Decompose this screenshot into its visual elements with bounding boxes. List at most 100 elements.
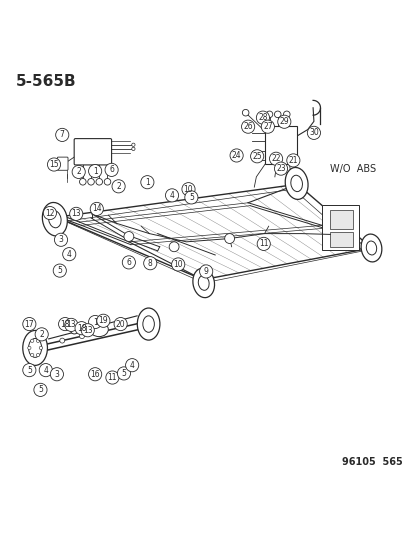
Circle shape bbox=[250, 150, 263, 163]
Circle shape bbox=[123, 231, 133, 241]
Text: 14: 14 bbox=[92, 205, 101, 213]
Circle shape bbox=[62, 248, 76, 261]
Circle shape bbox=[53, 264, 66, 277]
Circle shape bbox=[79, 334, 84, 338]
Ellipse shape bbox=[137, 308, 159, 340]
Circle shape bbox=[69, 207, 83, 221]
Text: 13: 13 bbox=[83, 326, 93, 335]
Text: 5: 5 bbox=[188, 193, 193, 202]
Text: 2: 2 bbox=[39, 330, 44, 339]
Circle shape bbox=[43, 206, 56, 220]
Text: 25: 25 bbox=[252, 152, 261, 161]
Circle shape bbox=[99, 329, 104, 334]
Circle shape bbox=[28, 346, 31, 350]
Circle shape bbox=[266, 111, 272, 118]
Circle shape bbox=[90, 203, 103, 215]
Ellipse shape bbox=[142, 316, 154, 332]
Circle shape bbox=[58, 318, 71, 330]
Circle shape bbox=[184, 191, 197, 204]
Circle shape bbox=[112, 180, 125, 193]
Text: 30: 30 bbox=[308, 128, 318, 138]
Circle shape bbox=[79, 179, 86, 185]
Ellipse shape bbox=[48, 211, 61, 228]
Text: 17: 17 bbox=[24, 320, 34, 328]
Circle shape bbox=[59, 338, 64, 343]
Text: 5: 5 bbox=[27, 366, 32, 375]
Text: 28: 28 bbox=[258, 113, 267, 122]
Circle shape bbox=[131, 143, 135, 147]
Text: 15: 15 bbox=[49, 160, 59, 169]
Text: 5: 5 bbox=[121, 369, 126, 378]
Ellipse shape bbox=[28, 338, 42, 358]
Circle shape bbox=[181, 183, 195, 196]
Circle shape bbox=[50, 368, 63, 381]
Ellipse shape bbox=[192, 268, 214, 297]
FancyBboxPatch shape bbox=[74, 139, 112, 165]
Circle shape bbox=[47, 158, 60, 171]
Circle shape bbox=[34, 383, 47, 397]
Circle shape bbox=[125, 359, 138, 372]
Circle shape bbox=[104, 179, 111, 185]
Circle shape bbox=[165, 189, 178, 202]
Text: 96105  565: 96105 565 bbox=[341, 457, 401, 467]
Circle shape bbox=[64, 318, 78, 332]
Circle shape bbox=[306, 126, 320, 140]
Circle shape bbox=[88, 368, 102, 381]
Text: 13: 13 bbox=[66, 320, 76, 329]
Text: 2: 2 bbox=[76, 167, 81, 176]
Circle shape bbox=[39, 364, 52, 377]
FancyBboxPatch shape bbox=[330, 210, 352, 230]
Circle shape bbox=[224, 233, 234, 244]
Text: 12: 12 bbox=[45, 208, 55, 217]
Text: 11: 11 bbox=[259, 239, 268, 248]
Ellipse shape bbox=[360, 234, 381, 262]
Text: 20: 20 bbox=[116, 320, 125, 328]
Circle shape bbox=[35, 328, 48, 341]
Circle shape bbox=[75, 321, 88, 335]
Circle shape bbox=[169, 242, 178, 252]
Text: 16: 16 bbox=[90, 370, 100, 379]
Circle shape bbox=[131, 147, 135, 150]
Circle shape bbox=[119, 325, 123, 330]
FancyBboxPatch shape bbox=[57, 157, 68, 170]
Circle shape bbox=[256, 111, 269, 124]
Text: 7: 7 bbox=[59, 131, 64, 140]
Text: 1: 1 bbox=[145, 177, 150, 187]
Text: 4: 4 bbox=[66, 249, 71, 259]
Text: 18: 18 bbox=[60, 320, 70, 328]
Circle shape bbox=[242, 109, 248, 116]
Text: 24: 24 bbox=[231, 151, 241, 160]
Text: 10: 10 bbox=[173, 260, 183, 269]
Text: 1: 1 bbox=[93, 167, 97, 175]
Circle shape bbox=[122, 256, 135, 269]
Circle shape bbox=[230, 149, 242, 162]
Circle shape bbox=[39, 346, 43, 350]
Circle shape bbox=[70, 326, 78, 334]
Circle shape bbox=[72, 165, 85, 179]
Text: 23: 23 bbox=[275, 164, 285, 173]
Text: 4: 4 bbox=[129, 361, 134, 370]
Text: 10: 10 bbox=[183, 185, 193, 193]
Text: 11: 11 bbox=[107, 373, 117, 382]
Circle shape bbox=[199, 265, 212, 278]
Text: 4: 4 bbox=[169, 191, 174, 200]
Circle shape bbox=[55, 128, 69, 141]
Circle shape bbox=[143, 256, 157, 270]
Circle shape bbox=[140, 175, 154, 189]
Circle shape bbox=[277, 115, 290, 128]
Circle shape bbox=[171, 258, 184, 271]
Text: 9: 9 bbox=[203, 267, 208, 276]
FancyBboxPatch shape bbox=[330, 232, 352, 247]
Text: 5: 5 bbox=[38, 385, 43, 394]
Circle shape bbox=[36, 353, 40, 357]
Text: 1: 1 bbox=[93, 318, 97, 327]
Text: 27: 27 bbox=[262, 122, 272, 131]
Circle shape bbox=[286, 154, 299, 167]
Circle shape bbox=[54, 233, 67, 246]
Ellipse shape bbox=[23, 330, 47, 366]
Circle shape bbox=[23, 364, 36, 377]
Circle shape bbox=[88, 316, 102, 329]
Circle shape bbox=[81, 324, 94, 337]
Text: 13: 13 bbox=[71, 209, 81, 219]
Circle shape bbox=[274, 111, 280, 118]
